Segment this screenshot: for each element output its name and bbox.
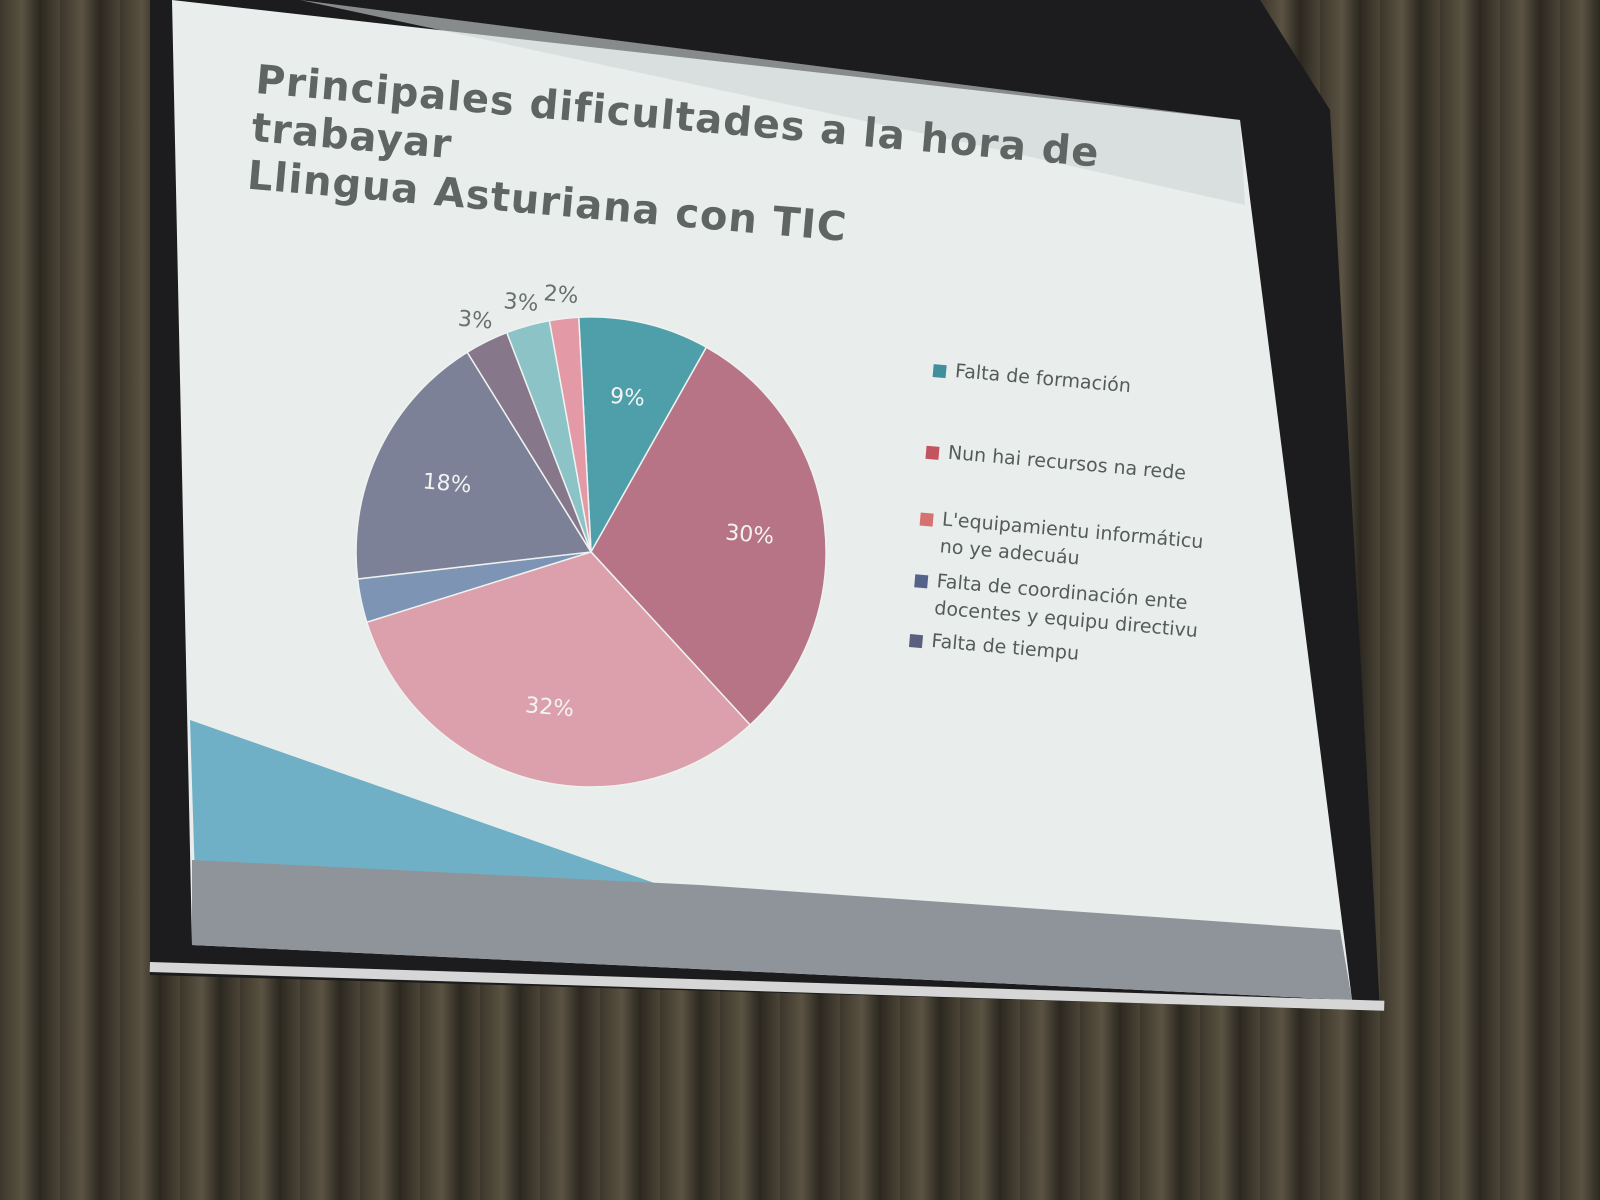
legend-swatch <box>908 634 924 649</box>
legend-item: Falta de formación <box>932 356 1233 409</box>
data-label: 2% <box>543 281 580 309</box>
data-label: 3% <box>457 307 494 335</box>
slide-wave-gray <box>192 860 1352 1000</box>
legend-label: Falta de formación <box>954 360 1132 398</box>
legend: Falta de formación Nun hai recursos na re… <box>908 356 1233 679</box>
legend-label: L'equipamientu informáticu no ye adecuáu <box>938 508 1205 570</box>
data-label: 18% <box>422 469 473 498</box>
pie-slice <box>590 346 827 726</box>
data-label: 32% <box>524 693 575 722</box>
data-label: 9% <box>609 384 646 412</box>
legend-label: Falta de tiempu <box>930 629 1081 665</box>
legend-swatch <box>914 574 929 589</box>
pie-slice <box>548 316 592 553</box>
slide-header-band <box>300 0 1245 205</box>
pie-chart: 9%30%32%18%3%3% 2% <box>355 281 827 788</box>
legend-swatch <box>919 512 934 527</box>
pie-slice <box>365 551 752 788</box>
slide-wave-blue <box>190 720 660 885</box>
data-label: 3% <box>503 289 540 317</box>
legend-swatch <box>932 364 947 379</box>
pie-slice <box>355 351 593 580</box>
legend-swatch <box>925 445 940 460</box>
legend-item: Nun hai recursos na rede <box>925 438 1226 491</box>
screen-bottom-bar <box>149 961 1385 1011</box>
legend-label: Nun hai recursos na rede <box>947 441 1187 485</box>
pie-slice <box>577 316 708 555</box>
data-label: 30% <box>724 520 775 549</box>
slide-content: Principales dificultades a la hora de tr… <box>112 30 1316 1025</box>
